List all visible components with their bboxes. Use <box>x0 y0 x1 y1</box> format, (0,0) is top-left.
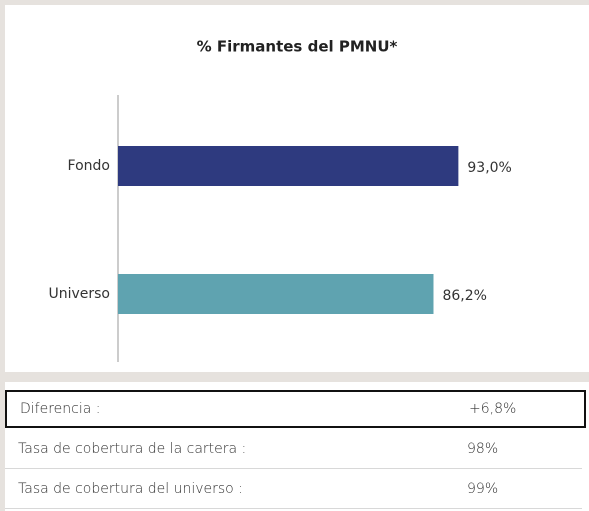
bar <box>118 274 434 314</box>
row-label: Diferencia : <box>20 401 101 417</box>
bar <box>118 146 459 186</box>
chart-title: % Firmantes del PMNU* <box>197 38 398 56</box>
value-label: 93,0% <box>467 160 511 176</box>
table-row: Tasa de cobertura del universo : 99% <box>5 470 582 509</box>
y-tick-label: Universo <box>48 286 110 302</box>
chart-card: % Firmantes del PMNU* Fondo 93,0% Universo… <box>5 5 589 372</box>
y-tick-label: Fondo <box>68 158 110 174</box>
value-label: 86,2% <box>442 288 486 304</box>
row-value: 98% <box>467 441 499 457</box>
row-value: 99% <box>467 481 499 497</box>
table-row: Tasa de cobertura de la cartera : 98% <box>5 430 582 469</box>
row-value: +6,8% <box>469 401 517 417</box>
chart: % Firmantes del PMNU* Fondo 93,0% Universo… <box>48 38 512 362</box>
table: Diferencia : +6,8% Tasa de cobertura de la… <box>5 382 589 511</box>
table-row: Diferencia : +6,8% <box>5 390 586 428</box>
row-label: Tasa de cobertura de la cartera : <box>18 441 247 457</box>
row-label: Tasa de cobertura del universo : <box>18 481 243 497</box>
